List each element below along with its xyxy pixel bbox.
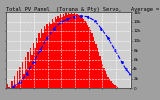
- Bar: [49, 22, 51, 88]
- Bar: [41, 29, 42, 88]
- Bar: [108, 77, 109, 88]
- Bar: [37, 43, 38, 88]
- Bar: [40, 38, 41, 88]
- Bar: [33, 43, 34, 88]
- Bar: [98, 52, 99, 88]
- Bar: [45, 29, 46, 88]
- Bar: [91, 33, 92, 88]
- Bar: [32, 55, 33, 88]
- Bar: [53, 22, 55, 88]
- Bar: [56, 19, 57, 88]
- Bar: [38, 33, 40, 88]
- Bar: [117, 87, 118, 88]
- Bar: [51, 24, 52, 88]
- Bar: [102, 64, 103, 88]
- Bar: [72, 14, 74, 88]
- Bar: [18, 83, 19, 88]
- Bar: [42, 33, 44, 88]
- Bar: [36, 38, 37, 88]
- Bar: [55, 17, 56, 88]
- Bar: [103, 68, 105, 88]
- Bar: [82, 18, 83, 88]
- Bar: [52, 19, 53, 88]
- Bar: [26, 69, 27, 88]
- Bar: [60, 14, 61, 88]
- Bar: [21, 78, 22, 88]
- Bar: [83, 19, 84, 88]
- Bar: [106, 74, 108, 88]
- Bar: [74, 13, 75, 88]
- Bar: [17, 71, 18, 88]
- Bar: [84, 20, 86, 88]
- Bar: [78, 15, 79, 88]
- Bar: [80, 17, 82, 88]
- Bar: [64, 16, 65, 88]
- Bar: [113, 84, 114, 88]
- Bar: [76, 14, 78, 88]
- Bar: [114, 85, 116, 88]
- Bar: [97, 48, 98, 88]
- Bar: [11, 81, 12, 88]
- Bar: [23, 74, 25, 88]
- Bar: [27, 52, 29, 88]
- Bar: [69, 14, 71, 88]
- Bar: [67, 15, 68, 88]
- Bar: [94, 40, 95, 88]
- Bar: [79, 16, 80, 88]
- Bar: [46, 24, 48, 88]
- Bar: [68, 13, 69, 88]
- Bar: [19, 67, 21, 88]
- Bar: [63, 14, 64, 88]
- Bar: [109, 79, 110, 88]
- Bar: [88, 27, 90, 88]
- Bar: [112, 83, 113, 88]
- Bar: [95, 44, 97, 88]
- Bar: [34, 48, 36, 88]
- Bar: [86, 22, 87, 88]
- Bar: [87, 25, 88, 88]
- Bar: [8, 87, 10, 88]
- Bar: [57, 16, 59, 88]
- Bar: [22, 62, 23, 88]
- Bar: [12, 87, 14, 88]
- Bar: [92, 37, 94, 88]
- Bar: [90, 30, 91, 88]
- Bar: [14, 76, 15, 88]
- Bar: [48, 26, 49, 88]
- Bar: [116, 86, 117, 88]
- Bar: [15, 86, 17, 88]
- Bar: [99, 56, 101, 88]
- Bar: [75, 14, 76, 88]
- Bar: [71, 13, 72, 88]
- Bar: [105, 71, 106, 88]
- Bar: [110, 81, 112, 88]
- Text: Total PV Panel  (Torana & Pty) Servo,   Average = MkY ML 2b HMD: Total PV Panel (Torana & Pty) Servo, Ave…: [6, 7, 160, 12]
- Bar: [44, 26, 45, 88]
- Bar: [29, 62, 30, 88]
- Bar: [65, 13, 67, 88]
- Bar: [7, 84, 8, 88]
- Bar: [59, 18, 60, 88]
- Bar: [25, 57, 26, 88]
- Bar: [30, 48, 32, 88]
- Bar: [61, 17, 63, 88]
- Bar: [101, 60, 102, 88]
